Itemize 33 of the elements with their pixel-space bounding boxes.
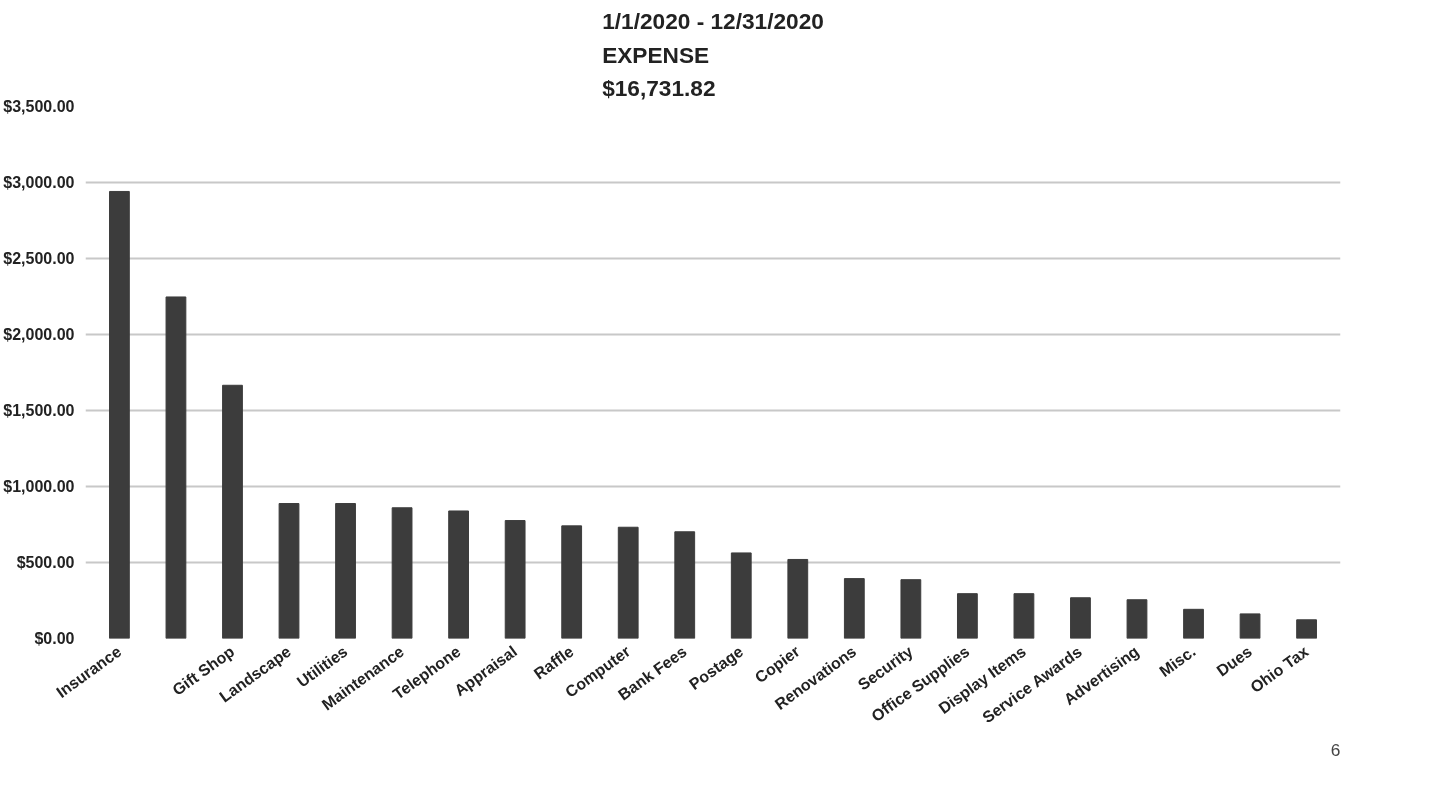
y-tick-label: $2,500.00: [3, 250, 75, 267]
bar: [730, 552, 752, 639]
bar: [957, 593, 978, 639]
bar: [900, 579, 922, 639]
bar: [787, 558, 809, 639]
bar: [1070, 597, 1091, 639]
chart-title: 1/1/2020 - 12/31/2020 EXPENSE $16,731.82: [602, 7, 824, 102]
y-tick-label: $1,000.00: [3, 478, 75, 495]
y-tick-label: $1,500.00: [3, 402, 75, 419]
bar: [843, 578, 865, 639]
text: 6: [1330, 739, 1341, 760]
bar: [1183, 608, 1204, 639]
bar: [1296, 619, 1317, 639]
bar: [1126, 599, 1148, 639]
bar: [504, 520, 526, 639]
bar: [391, 507, 413, 639]
y-tick-label: $500.00: [16, 554, 75, 571]
y-tick-label: $0.00: [34, 630, 75, 647]
y-tick-label: $3,500.00: [3, 98, 75, 115]
bar: [448, 510, 469, 639]
bar: [278, 503, 300, 639]
bar: [109, 190, 130, 639]
bar: [674, 531, 696, 639]
bar: [1013, 593, 1035, 639]
bar: [617, 526, 639, 639]
bar: [165, 296, 187, 639]
bar: [1239, 613, 1261, 639]
y-tick-label: $2,000.00: [3, 326, 75, 343]
bar: [561, 525, 583, 639]
bar: [335, 503, 356, 639]
y-tick-label: $3,000.00: [3, 174, 75, 191]
x-tick-label: Misc.: [1156, 642, 1199, 680]
bar: [222, 384, 243, 639]
